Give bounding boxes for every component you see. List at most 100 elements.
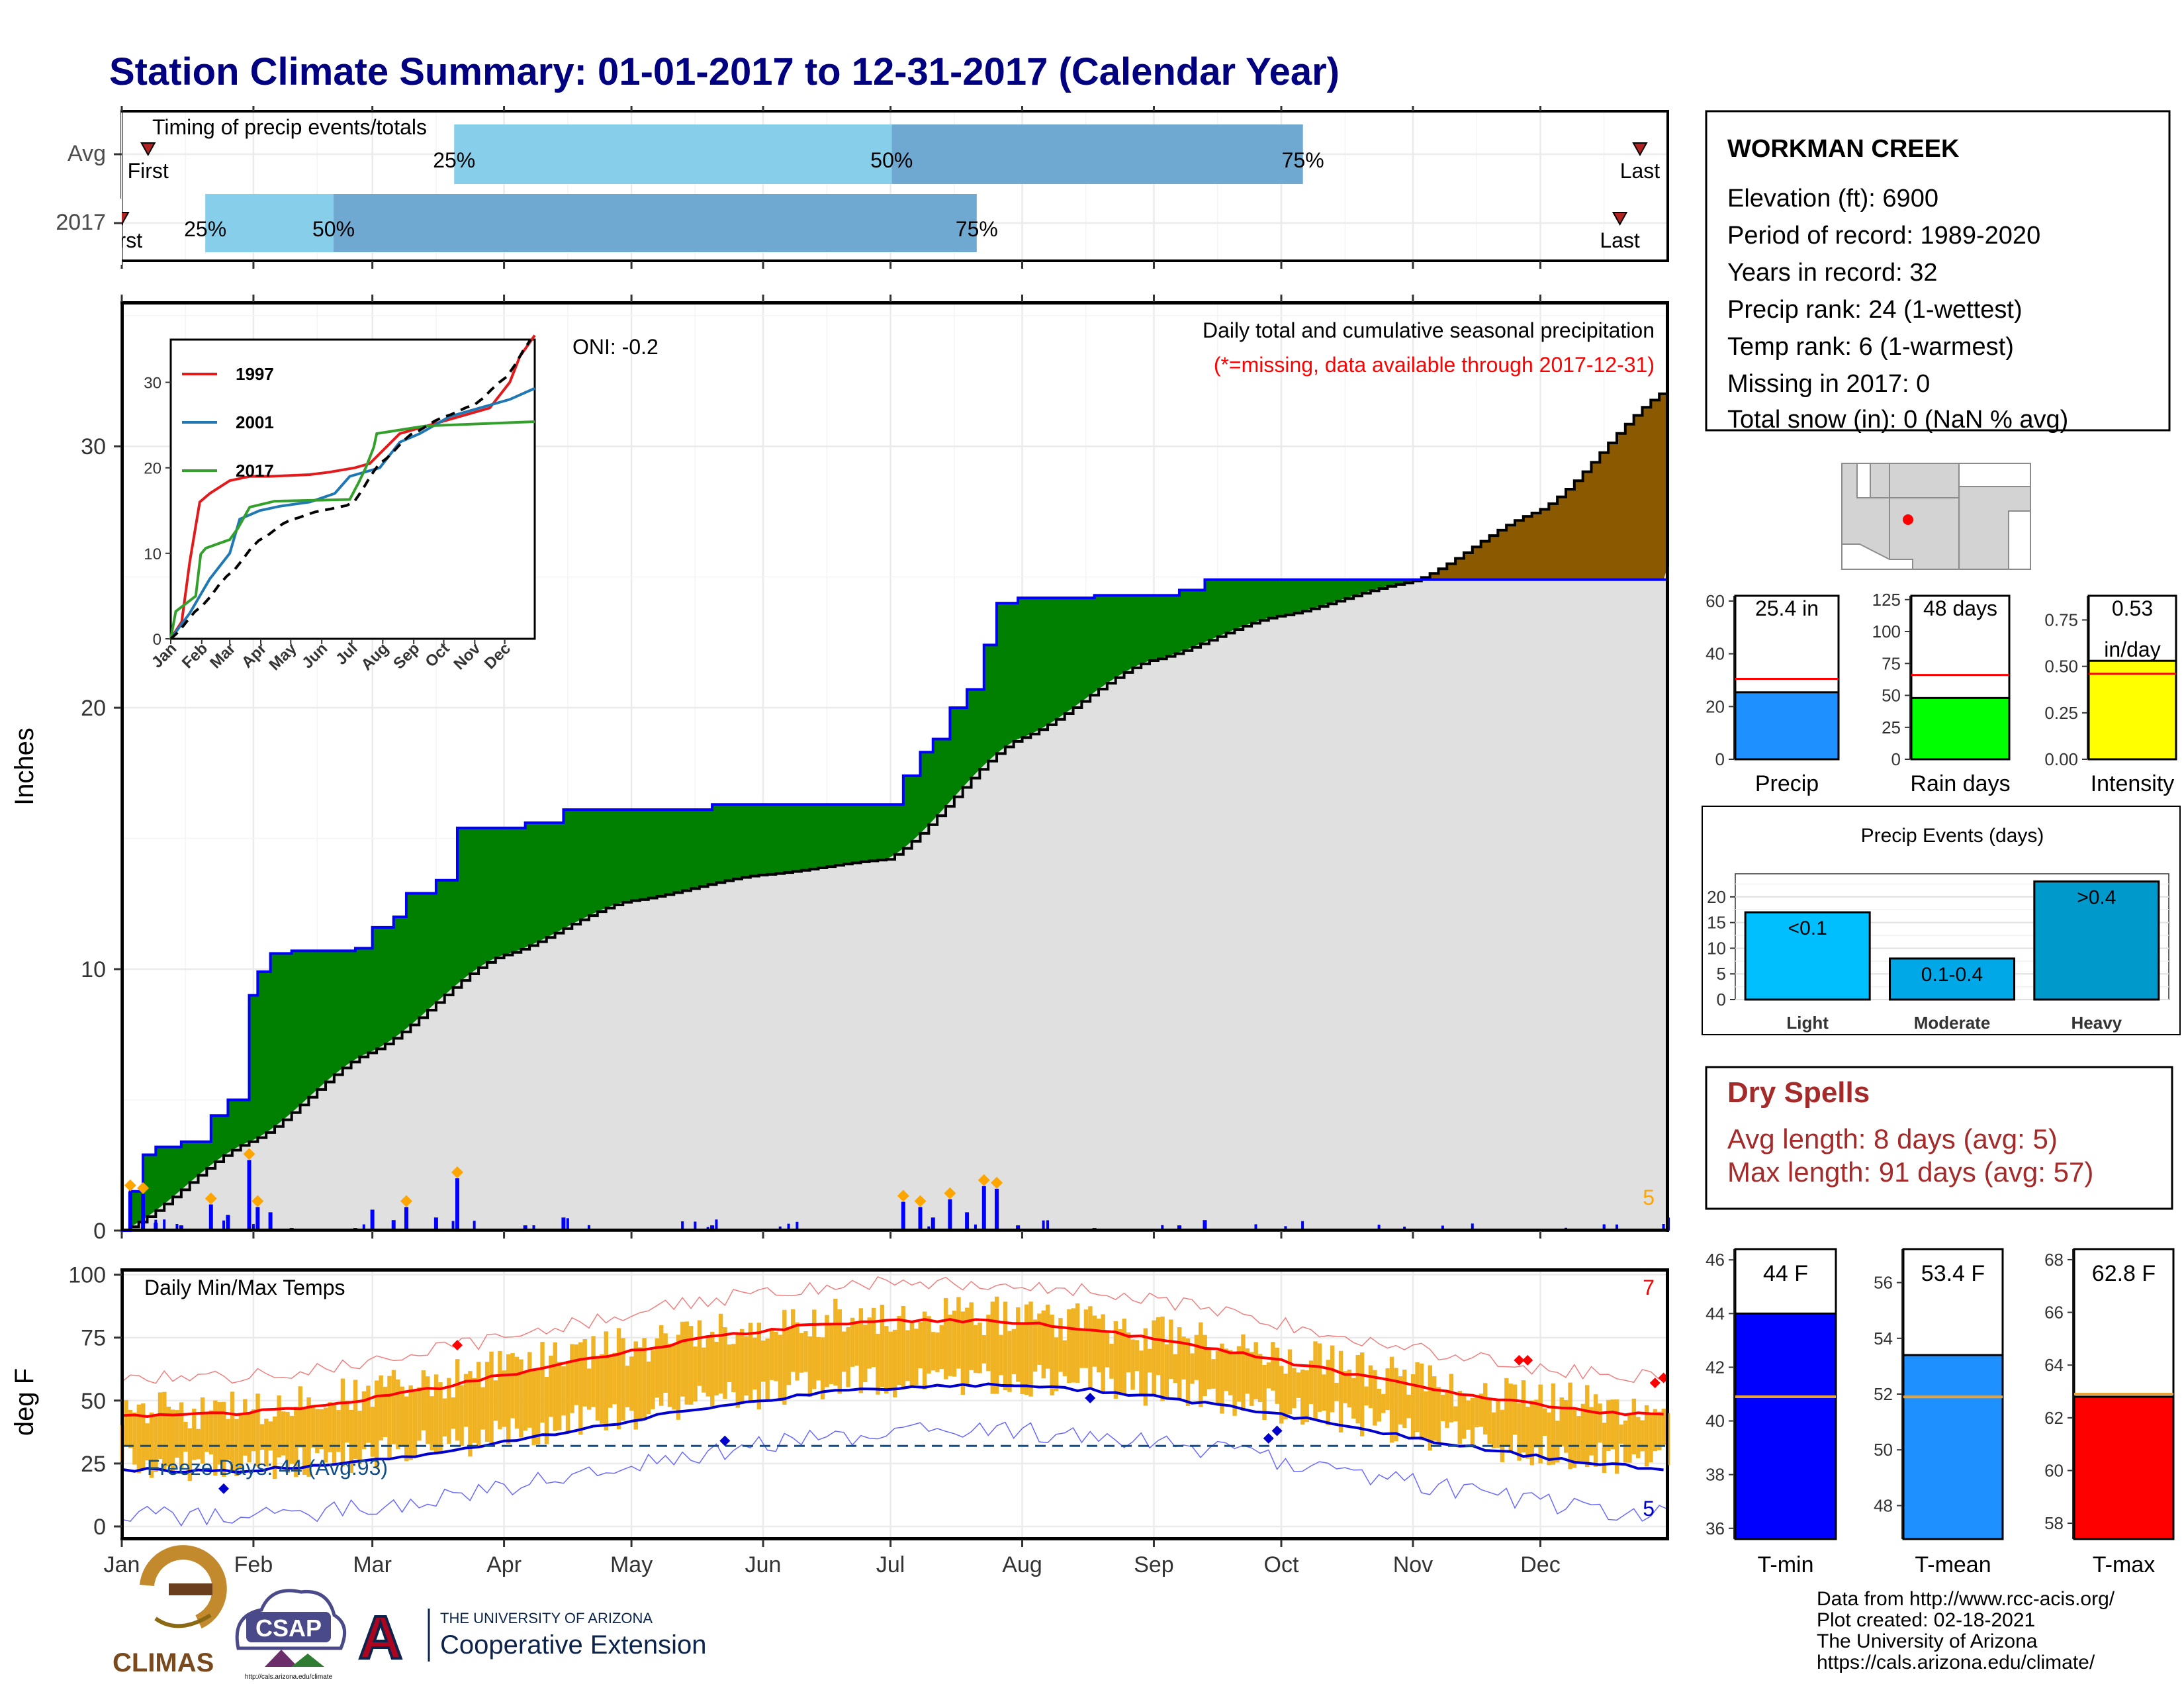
daily-temp-bar bbox=[880, 1305, 885, 1387]
daily-temp-bar bbox=[1568, 1382, 1572, 1470]
daily-temp-bar bbox=[1326, 1360, 1330, 1425]
daily-temp-bar bbox=[888, 1331, 893, 1389]
timing-avg-last-marker bbox=[1632, 142, 1648, 157]
daily-temp-bar bbox=[1224, 1348, 1228, 1391]
daily-temp-bar bbox=[646, 1361, 651, 1415]
daily-temp-bar bbox=[1266, 1362, 1271, 1389]
daily-temp-bar bbox=[255, 1393, 260, 1467]
daily-precip-bar bbox=[1615, 1224, 1618, 1231]
daily-temp-bar bbox=[1508, 1383, 1513, 1452]
daily-temp-bar bbox=[578, 1342, 583, 1435]
credits: Data from http://www.rcc-acis.org/ Plot … bbox=[1817, 1588, 2115, 1673]
daily-temp-bar bbox=[459, 1385, 464, 1446]
daily-temp-bar bbox=[302, 1409, 307, 1475]
missing-note: (*=missing, data available through 2017-… bbox=[1214, 353, 1655, 377]
daily-temp-bar bbox=[931, 1332, 936, 1371]
daily-temp-bar bbox=[1206, 1348, 1212, 1389]
daily-temp-bar bbox=[774, 1331, 778, 1382]
daily-temp-bar bbox=[1037, 1313, 1042, 1365]
daily-temp-bar bbox=[625, 1366, 630, 1407]
daily-temp-bar bbox=[1576, 1416, 1581, 1464]
events-y-tick-15: 15 bbox=[1707, 913, 1726, 933]
freeze-days-label: Freeze Days: 44 (Avg:93) bbox=[147, 1456, 388, 1479]
daily-temp-bar bbox=[986, 1315, 991, 1372]
inset-y-tick-10: 10 bbox=[144, 545, 161, 563]
daily-precip-bar bbox=[918, 1207, 923, 1231]
daily-temp-bar bbox=[375, 1380, 379, 1468]
daily-temp-bar bbox=[421, 1370, 426, 1430]
daily-temp-bar bbox=[621, 1338, 625, 1421]
daily-temp-bar bbox=[1394, 1368, 1398, 1442]
daily-temp-bar bbox=[315, 1409, 320, 1454]
daily-precip-bar bbox=[268, 1212, 273, 1231]
daily-temp-bar bbox=[1122, 1318, 1126, 1395]
record-low-marker bbox=[1263, 1432, 1274, 1444]
precip-annotation: Daily total and cumulative seasonal prec… bbox=[1203, 318, 1655, 342]
month-label-May: May bbox=[610, 1552, 653, 1577]
daily-temp-bar bbox=[361, 1391, 367, 1450]
daily-temp-bar bbox=[527, 1352, 532, 1428]
record-min-line bbox=[121, 1421, 1668, 1527]
daily-temp-bar bbox=[1118, 1329, 1122, 1394]
daily-temp-bar bbox=[1614, 1399, 1619, 1474]
daily-temp-bar bbox=[909, 1322, 915, 1388]
temp-corner-top: 7 bbox=[1643, 1276, 1655, 1299]
daily-temp-bar bbox=[812, 1309, 817, 1389]
daily-temp-bar bbox=[1445, 1390, 1449, 1429]
inset-legend-1997: 1997 bbox=[236, 364, 274, 384]
ua-logo-top: THE UNIVERSITY OF ARIZONA bbox=[440, 1610, 653, 1626]
daily-temp-bar bbox=[1177, 1327, 1182, 1399]
daily-temp-bar bbox=[247, 1412, 251, 1463]
daily-temp-bar bbox=[693, 1346, 698, 1402]
daily-precip-bar bbox=[532, 1225, 535, 1231]
temp-bar-0-y-tick-38: 38 bbox=[1706, 1465, 1725, 1485]
daily-precip-bar bbox=[796, 1221, 799, 1231]
precip-normal-line bbox=[122, 389, 1669, 1232]
daily-temp-bar bbox=[264, 1419, 269, 1467]
daily-temp-bar bbox=[447, 1378, 451, 1444]
avg-min-line bbox=[121, 1382, 1664, 1474]
daily-temp-bar bbox=[854, 1322, 859, 1366]
daily-temp-bar bbox=[1343, 1371, 1347, 1403]
daily-temp-bar bbox=[684, 1321, 689, 1405]
daily-temp-bar bbox=[1606, 1399, 1611, 1452]
daily-precip-bar bbox=[128, 1191, 132, 1231]
daily-temp-bar bbox=[1619, 1425, 1623, 1444]
temp-bar-2-y-tick-68: 68 bbox=[2044, 1250, 2064, 1270]
daily-temp-bar bbox=[217, 1402, 222, 1465]
daily-temp-bar bbox=[1555, 1421, 1560, 1463]
heavy-event-marker bbox=[991, 1176, 1003, 1189]
daily-temp-bar bbox=[1428, 1365, 1433, 1451]
daily-temp-bar bbox=[1308, 1360, 1314, 1404]
daily-temp-bar bbox=[604, 1331, 609, 1430]
daily-temp-bar bbox=[1436, 1387, 1441, 1443]
daily-temp-bar bbox=[179, 1402, 184, 1470]
daily-temp-bar bbox=[489, 1351, 494, 1446]
daily-temp-bar bbox=[1097, 1318, 1101, 1373]
daily-temp-bar bbox=[557, 1362, 562, 1430]
temp-y-tick-25: 25 bbox=[81, 1452, 106, 1477]
events-bar-Light bbox=[1744, 911, 1871, 1001]
month-label-Jun: Jun bbox=[745, 1552, 782, 1577]
temp-bar-2-y-tick-64: 64 bbox=[2044, 1355, 2064, 1375]
daily-temp-bar bbox=[816, 1336, 821, 1381]
daily-temp-bar bbox=[468, 1371, 473, 1457]
daily-temp-bar bbox=[1636, 1417, 1641, 1458]
daily-temp-bar bbox=[850, 1317, 855, 1367]
timing-avg-q75-label: 75% bbox=[1282, 148, 1324, 172]
temp-bar-value-2: 62.8 F bbox=[2092, 1261, 2156, 1286]
daily-precip-bar bbox=[391, 1220, 396, 1231]
events-bar-Heavy bbox=[2033, 880, 2160, 1001]
daily-precip-bar bbox=[154, 1219, 158, 1231]
heavy-event-marker bbox=[400, 1195, 412, 1207]
timing-avg-q50-label: 50% bbox=[870, 148, 913, 172]
station-snow: Total snow (in): 0 (NaN % avg) bbox=[1727, 406, 2068, 434]
daily-precip-bar bbox=[1046, 1220, 1050, 1231]
daily-precip-bar bbox=[226, 1215, 230, 1231]
daily-temp-bar bbox=[600, 1354, 604, 1424]
daily-temp-bar bbox=[366, 1385, 371, 1443]
daily-temp-bar bbox=[251, 1409, 256, 1452]
daily-temp-bar bbox=[455, 1359, 460, 1441]
daily-temp-bar bbox=[739, 1329, 745, 1403]
daily-temp-bar bbox=[1627, 1413, 1632, 1463]
